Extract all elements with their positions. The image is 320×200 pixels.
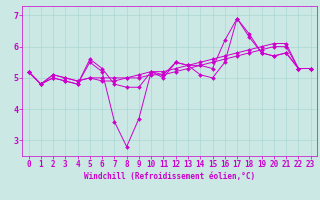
X-axis label: Windchill (Refroidissement éolien,°C): Windchill (Refroidissement éolien,°C) (84, 172, 255, 181)
